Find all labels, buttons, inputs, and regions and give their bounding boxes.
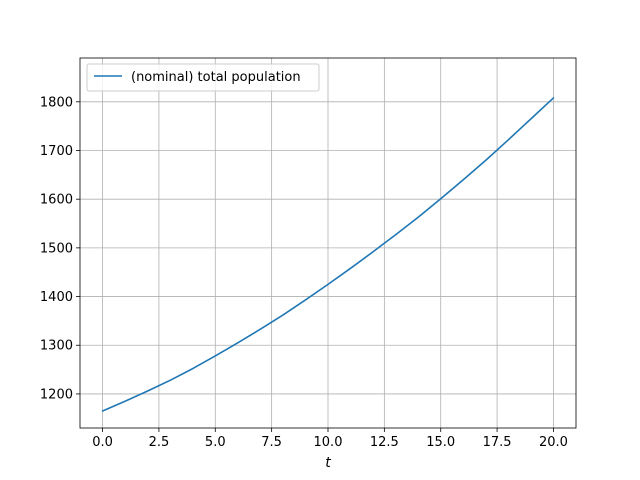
x-tick-label: 0.0 (92, 435, 113, 450)
x-tick-label: 12.5 (370, 435, 399, 450)
tick-marks (76, 101, 554, 432)
series-layer (101, 97, 555, 412)
y-tick-label: 1600 (40, 193, 73, 208)
y-tick-label: 1200 (40, 387, 73, 402)
tick-labels: 0.0 2.5 5.0 7.5 10.0 12.5 15.0 17.5 20.0 1200 1300… (40, 95, 568, 450)
y-tick-label: 1300 (40, 339, 73, 354)
x-tick-label: 7.5 (261, 435, 282, 450)
legend-box (86, 63, 320, 92)
y-tick-label: 1800 (40, 95, 73, 110)
y-tick-label: 1500 (40, 241, 73, 256)
y-tick-label: 1700 (40, 144, 73, 159)
legend-entry-label: (nominal) total population (131, 70, 301, 85)
x-tick-label: 10.0 (314, 435, 343, 450)
x-tick-label: 15.0 (426, 435, 455, 450)
x-axis-label: t (325, 455, 331, 471)
x-tick-label: 20.0 (539, 435, 568, 450)
y-tick-label: 1400 (40, 290, 73, 305)
grid-lines (80, 58, 576, 428)
legend: (nominal) total population (86, 63, 320, 92)
series-line-total-population (101, 97, 555, 412)
x-tick-label: 2.5 (149, 435, 170, 450)
x-tick-label: 17.5 (483, 435, 512, 450)
x-tick-label: 5.0 (205, 435, 226, 450)
